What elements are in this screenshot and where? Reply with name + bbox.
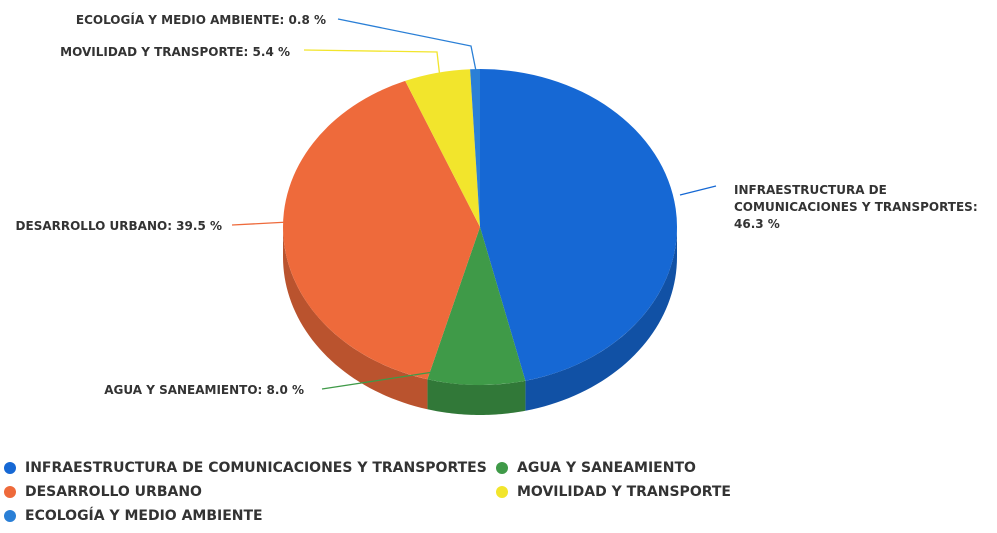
slice-label-line: 46.3 %: [734, 217, 780, 231]
legend-marker: [4, 486, 16, 498]
legend-marker: [496, 462, 508, 474]
leader-line-1: [321, 370, 441, 390]
legend-item: INFRAESTRUCTURA DE COMUNICACIONES Y TRAN…: [4, 460, 487, 476]
slice-side-0: [525, 227, 677, 411]
chart-legend: INFRAESTRUCTURA DE COMUNICACIONES Y TRAN…: [0, 460, 997, 532]
slice-label-line: MOVILIDAD Y TRANSPORTE: 5.4 %: [60, 45, 290, 59]
leader-line-4: [337, 18, 477, 72]
legend-label: ECOLOGÍA Y MEDIO AMBIENTE: [25, 508, 263, 524]
slice-0: [480, 69, 678, 381]
pie-chart: INFRAESTRUCTURA DE COMUNICACIONES Y TRANS…: [16, 12, 978, 415]
slice-2: [282, 80, 480, 380]
legend-marker: [496, 486, 508, 498]
label-leaders: [231, 18, 717, 390]
legend-label: MOVILIDAD Y TRANSPORTE: [517, 484, 731, 500]
legend-item: MOVILIDAD Y TRANSPORTE: [496, 484, 731, 500]
slice-3: [405, 69, 480, 227]
slice-side-1: [427, 379, 526, 415]
pie-sides: [283, 227, 677, 415]
slice-label-line: COMUNICACIONES Y TRANSPORTES:: [734, 200, 978, 214]
leader-line-2: [231, 221, 290, 226]
slice-labels: INFRAESTRUCTURA DE COMUNICACIONES Y TRANS…: [16, 12, 978, 397]
leader-line-3: [303, 49, 441, 79]
slice-label-2: DESARROLLO URBANO: 39.5 %: [16, 219, 222, 233]
legend-item: DESARROLLO URBANO: [4, 484, 202, 500]
legend-label: DESARROLLO URBANO: [25, 484, 202, 500]
legend-label: INFRAESTRUCTURA DE COMUNICACIONES Y TRAN…: [25, 460, 487, 476]
slice-label-3: MOVILIDAD Y TRANSPORTE: 5.4 %: [60, 45, 290, 59]
legend-marker: [4, 462, 16, 474]
legend-label: AGUA Y SANEAMIENTO: [517, 460, 696, 476]
leader-line-0: [679, 185, 717, 196]
slice-1: [427, 227, 526, 386]
slice-label-1: AGUA Y SANEAMIENTO: 8.0 %: [104, 383, 304, 397]
slice-label-line: AGUA Y SANEAMIENTO: 8.0 %: [104, 383, 304, 397]
slice-label-line: INFRAESTRUCTURA DE: [734, 183, 887, 197]
slice-4: [470, 69, 480, 227]
slice-label-4: ECOLOGÍA Y MEDIO AMBIENTE: 0.8 %: [76, 12, 326, 27]
slice-label-line: DESARROLLO URBANO: 39.5 %: [16, 219, 222, 233]
slice-label-0: INFRAESTRUCTURA DE COMUNICACIONES Y TRANS…: [734, 183, 978, 231]
slice-side-2: [283, 227, 428, 410]
legend-item: AGUA Y SANEAMIENTO: [496, 460, 696, 476]
legend-marker: [4, 510, 16, 522]
slice-label-line: ECOLOGÍA Y MEDIO AMBIENTE: 0.8 %: [76, 12, 326, 27]
pie-slices: [282, 69, 678, 386]
legend-item: ECOLOGÍA Y MEDIO AMBIENTE: [4, 508, 263, 524]
